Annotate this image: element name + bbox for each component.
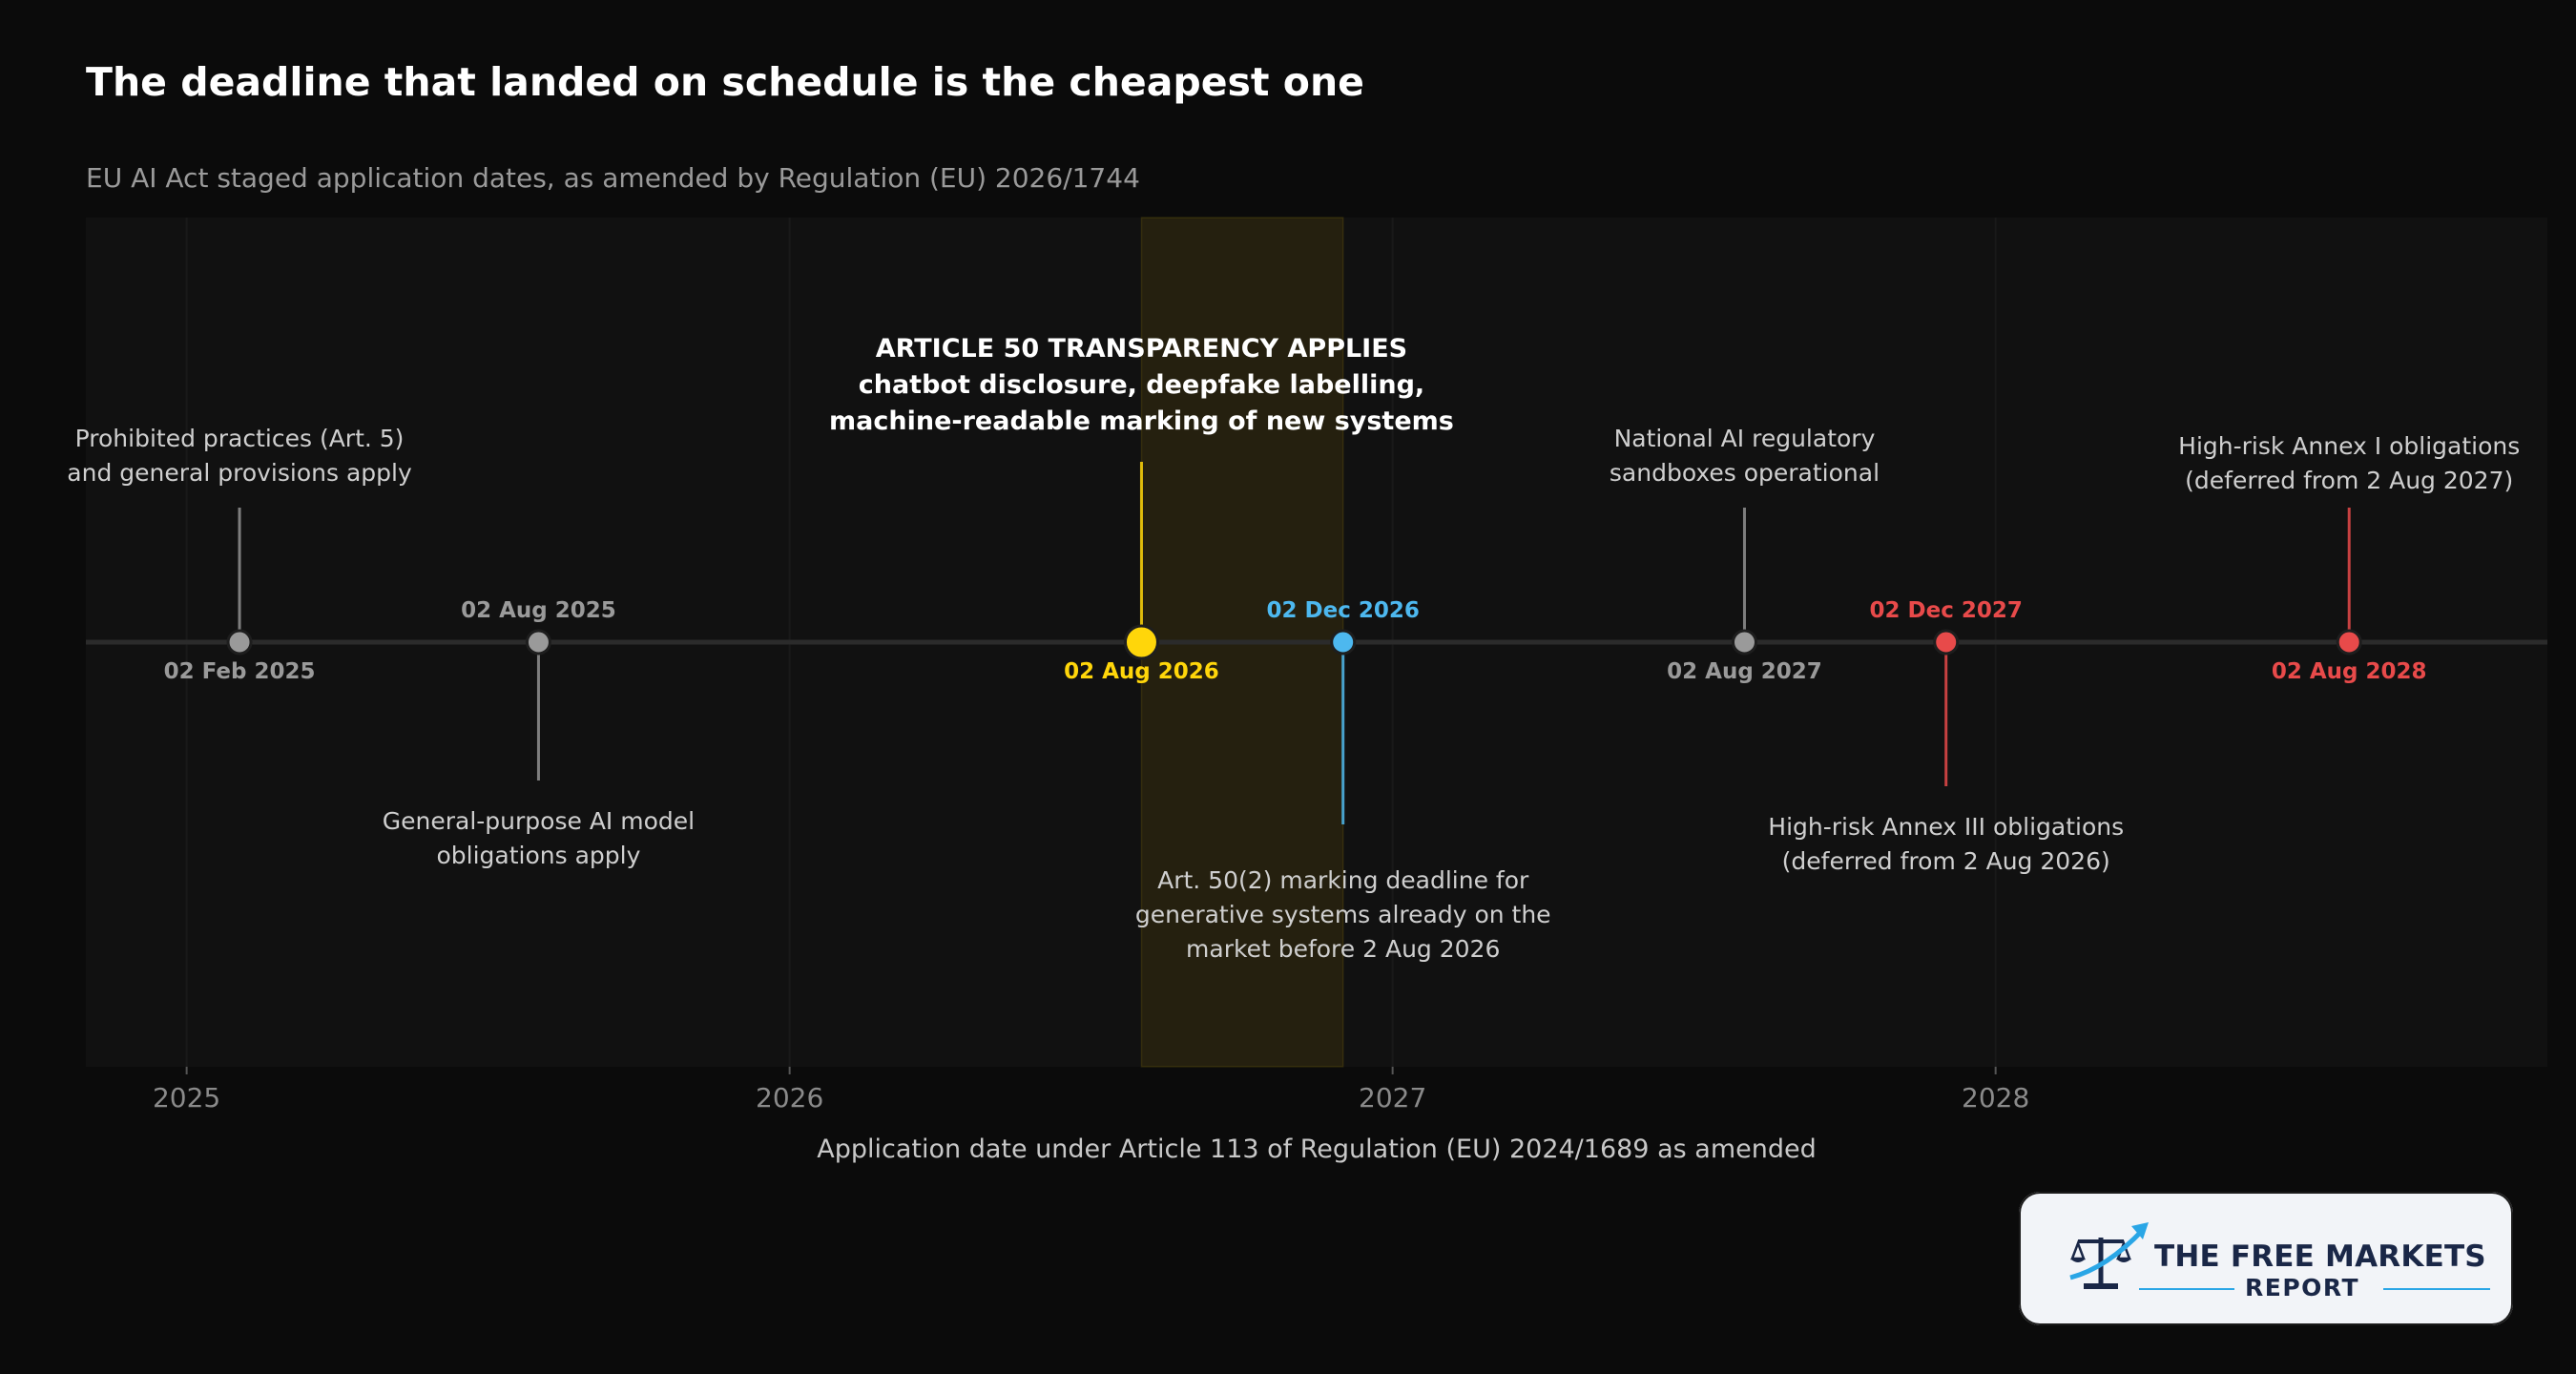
event-annotation-3-line-0: Art. 50(2) marking deadline for — [1157, 866, 1529, 894]
logo-rule-left — [2139, 1288, 2234, 1290]
event-stems — [238, 462, 2351, 824]
event-annotation-0-line-0: Prohibited practices (Art. 5) — [75, 425, 405, 452]
event-marker-3 — [1330, 629, 1357, 656]
event-annotation-1-line-1: obligations apply — [436, 842, 640, 869]
event-date-label-2: 02 Aug 2026 — [1064, 659, 1219, 684]
chart-subtitle: EU AI Act staged application dates, as a… — [86, 162, 1140, 194]
tick-label-2027: 2027 — [1359, 1082, 1426, 1114]
event-annotation-1-line-0: General-purpose AI model — [383, 807, 695, 835]
event-marker-4 — [1731, 629, 1757, 656]
event-date-label-3: 02 Dec 2026 — [1267, 598, 1420, 623]
event-annotation-4-line-0: National AI regulatory — [1614, 425, 1876, 452]
event-annotation-6-line-1: (deferred from 2 Aug 2027) — [2185, 467, 2513, 494]
x-axis-ticks: 2025 2026 2027 2028 — [153, 1067, 2029, 1114]
tick-label-2025: 2025 — [153, 1082, 220, 1114]
event-annotation-5-line-1: (deferred from 2 Aug 2026) — [1782, 847, 2110, 875]
event-date-label-4: 02 Aug 2027 — [1667, 659, 1822, 684]
event-date-label-5: 02 Dec 2027 — [1870, 598, 2023, 623]
scales-growth-icon — [2069, 1222, 2149, 1289]
event-date-label-1: 02 Aug 2025 — [461, 598, 616, 623]
event-marker-0 — [226, 629, 253, 656]
event-marker-5 — [1933, 629, 1960, 656]
event-annotation-2-line-2: machine-readable marking of new systems — [829, 406, 1454, 436]
event-annotation-3-line-2: market before 2 Aug 2026 — [1186, 935, 1500, 963]
event-annotation-6-line-0: High-risk Annex I obligations — [2178, 432, 2520, 460]
event-date-label-0: 02 Feb 2025 — [164, 659, 316, 684]
event-annotation-2-line-1: chatbot disclosure, deepfake labelling, — [859, 370, 1424, 400]
key-event-marker — [1123, 624, 1159, 660]
event-annotation-3-line-1: generative systems already on the — [1135, 901, 1551, 928]
event-labels: 02 Feb 2025 Prohibited practices (Art. 5)… — [67, 334, 2520, 963]
event-annotation-2-line-0: ARTICLE 50 TRANSPARENCY APPLIES — [876, 334, 1407, 364]
tick-label-2028: 2028 — [1962, 1082, 2029, 1114]
x-axis-label: Application date under Article 113 of Re… — [817, 1135, 1816, 1164]
brand-logo: THE FREE MARKETS REPORT — [2019, 1192, 2513, 1325]
logo-submark: REPORT — [2245, 1274, 2360, 1301]
event-markers — [226, 624, 2362, 660]
chart-title: The deadline that landed on schedule is … — [86, 59, 1364, 105]
tick-label-2026: 2026 — [756, 1082, 823, 1114]
event-marker-6 — [2336, 629, 2362, 656]
event-annotation-0-line-1: and general provisions apply — [67, 459, 412, 487]
event-annotation-5-line-0: High-risk Annex III obligations — [1768, 813, 2124, 841]
event-marker-1 — [525, 629, 551, 656]
event-date-label-6: 02 Aug 2028 — [2272, 659, 2427, 684]
event-annotation-4-line-1: sandboxes operational — [1610, 459, 1880, 487]
logo-rule-right — [2383, 1288, 2490, 1290]
logo-wordmark: THE FREE MARKETS — [2154, 1239, 2486, 1274]
